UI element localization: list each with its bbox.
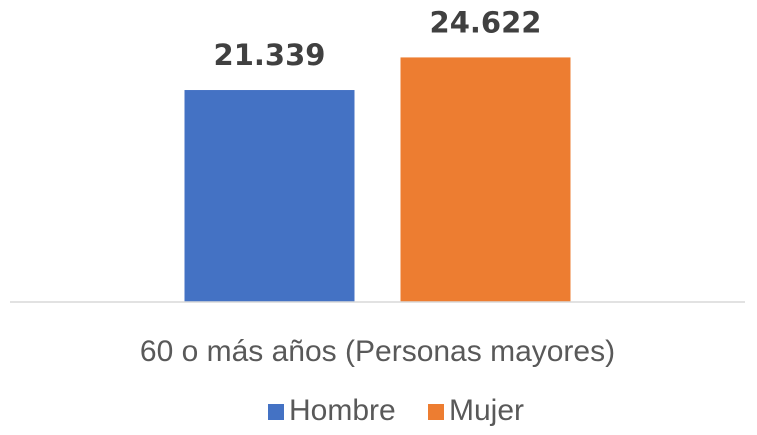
data-label: 21.339 — [214, 38, 326, 72]
bar — [184, 90, 355, 303]
data-label: 24.622 — [430, 5, 542, 39]
bar — [400, 57, 571, 303]
legend-swatch — [268, 404, 284, 420]
legend-label: Hombre — [289, 394, 396, 427]
x-tick-label: 60 o más años (Personas mayores) — [140, 335, 615, 368]
legend-label: Mujer — [449, 394, 524, 427]
legend-swatch — [428, 404, 444, 420]
